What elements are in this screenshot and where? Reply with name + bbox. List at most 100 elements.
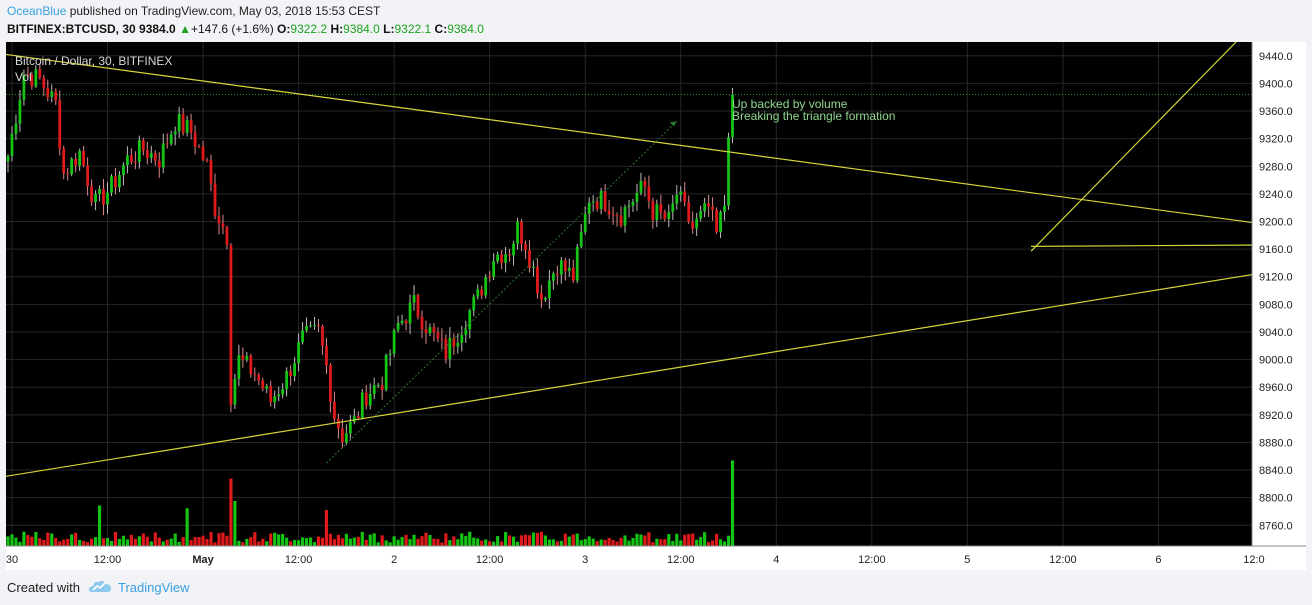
volume-bar xyxy=(304,538,309,546)
candle-body xyxy=(141,140,145,151)
volume-bar xyxy=(217,533,221,546)
volume-bar xyxy=(121,535,126,546)
candle-body xyxy=(623,207,627,226)
volume-bar xyxy=(380,535,384,546)
volume-bar xyxy=(511,536,516,546)
volume-bar xyxy=(726,535,731,546)
volume-bar xyxy=(627,540,631,546)
candle-body xyxy=(575,246,579,281)
candle-body xyxy=(559,260,563,275)
price-chart[interactable]: 8760.0 8800.0 8840.0 8880.0 8920.0 8960.0 9000… xyxy=(1,41,1306,570)
footer-brand-link[interactable]: TradingView xyxy=(118,580,190,595)
volume-bar xyxy=(109,540,114,546)
volume-bar xyxy=(189,540,193,546)
volume-bar xyxy=(372,533,376,546)
candle-body xyxy=(122,165,125,176)
volume-bar xyxy=(683,534,687,546)
candle-body xyxy=(133,161,137,163)
chart-header: OceanBlue published on TradingView.com, … xyxy=(0,0,1312,42)
candle-body xyxy=(237,355,241,379)
volume-bar xyxy=(141,533,145,546)
tradingview-logo-icon xyxy=(89,580,111,592)
candle-body xyxy=(464,329,468,335)
candle-body xyxy=(468,310,472,330)
volume-bar xyxy=(527,535,532,546)
volume-bar xyxy=(523,534,528,546)
candle-body xyxy=(273,396,277,403)
volume-bar xyxy=(344,533,348,546)
volume-bar xyxy=(30,536,34,546)
price-axis[interactable] xyxy=(1252,42,1306,570)
volume-bar xyxy=(277,534,281,546)
candle-body xyxy=(233,378,237,405)
published-text: published on TradingView.com, May 03, 20… xyxy=(66,4,381,18)
candle-body xyxy=(277,394,281,397)
volume-bar xyxy=(117,538,122,546)
volume-bar xyxy=(504,532,508,546)
volume-bar xyxy=(133,538,137,546)
candle-body xyxy=(169,134,173,144)
y-tick-label: 8880.0 xyxy=(1259,437,1293,449)
candle-body xyxy=(663,212,667,219)
volume-bar xyxy=(651,542,655,546)
volume-bar xyxy=(54,537,58,546)
volume-bar xyxy=(424,532,428,546)
candle-body xyxy=(396,323,400,331)
annotation-line-1: Up backed by volume xyxy=(732,97,848,111)
candle-body xyxy=(106,192,109,205)
volume-bar xyxy=(611,540,615,546)
candle-body xyxy=(54,91,58,101)
candle-body xyxy=(536,266,539,294)
candle-body xyxy=(719,212,722,233)
chart-background xyxy=(6,42,1306,570)
candle-body xyxy=(285,371,289,390)
candle-body xyxy=(352,416,356,422)
volume-bar xyxy=(137,536,141,546)
candle-body xyxy=(388,353,392,355)
volume-bar xyxy=(388,542,392,546)
candle-body xyxy=(261,380,265,389)
volume-bar xyxy=(563,533,567,546)
volume-bar xyxy=(201,535,205,546)
open-label: O: xyxy=(277,22,291,36)
symbol-label: BITFINEX:BTCUSD, 30 xyxy=(7,22,136,36)
price-change: +147.6 (+1.6%) xyxy=(190,22,274,36)
y-tick-label: 8920.0 xyxy=(1259,410,1293,422)
candle-body xyxy=(579,231,583,247)
volume-bar xyxy=(285,537,289,546)
volume-bar xyxy=(78,539,82,546)
x-tick-label: 3 xyxy=(582,554,588,566)
symbol-line: BITFINEX:BTCUSD, 30 9384.0 ▲+147.6 (+1.6… xyxy=(7,22,484,36)
volume-bar xyxy=(707,542,711,546)
candle-body xyxy=(615,215,619,217)
x-tick-label: 12:00 xyxy=(476,554,504,566)
y-tick-label: 9200.0 xyxy=(1259,217,1293,229)
volume-bar xyxy=(456,539,460,546)
chart-area[interactable]: 8760.0 8800.0 8840.0 8880.0 8920.0 8960.0 9000… xyxy=(1,41,1306,570)
time-axis[interactable] xyxy=(6,546,1306,570)
volume-bar xyxy=(10,534,14,546)
volume-bar xyxy=(643,535,647,546)
candle-body xyxy=(130,155,133,162)
volume-bar xyxy=(46,532,50,546)
candle-body xyxy=(555,273,559,275)
candle-body xyxy=(404,320,408,324)
candle-body xyxy=(360,392,364,418)
volume-bar xyxy=(555,541,559,546)
volume-bar xyxy=(42,539,46,546)
y-tick-label: 9000.0 xyxy=(1259,355,1293,367)
candle-body xyxy=(452,338,456,347)
candle-body xyxy=(444,338,448,360)
candle-body xyxy=(583,213,587,232)
y-tick-label: 9440.0 xyxy=(1259,51,1293,63)
candle-body xyxy=(504,254,507,263)
volume-bar xyxy=(631,537,635,546)
volume-bar xyxy=(619,537,623,546)
last-price: 9384.0 xyxy=(139,22,176,36)
volume-bar xyxy=(703,532,707,546)
author-link[interactable]: OceanBlue xyxy=(7,4,67,18)
candle-body xyxy=(205,159,209,161)
candle-body xyxy=(177,113,181,132)
candle-body xyxy=(476,289,480,297)
candle-body xyxy=(289,371,293,376)
